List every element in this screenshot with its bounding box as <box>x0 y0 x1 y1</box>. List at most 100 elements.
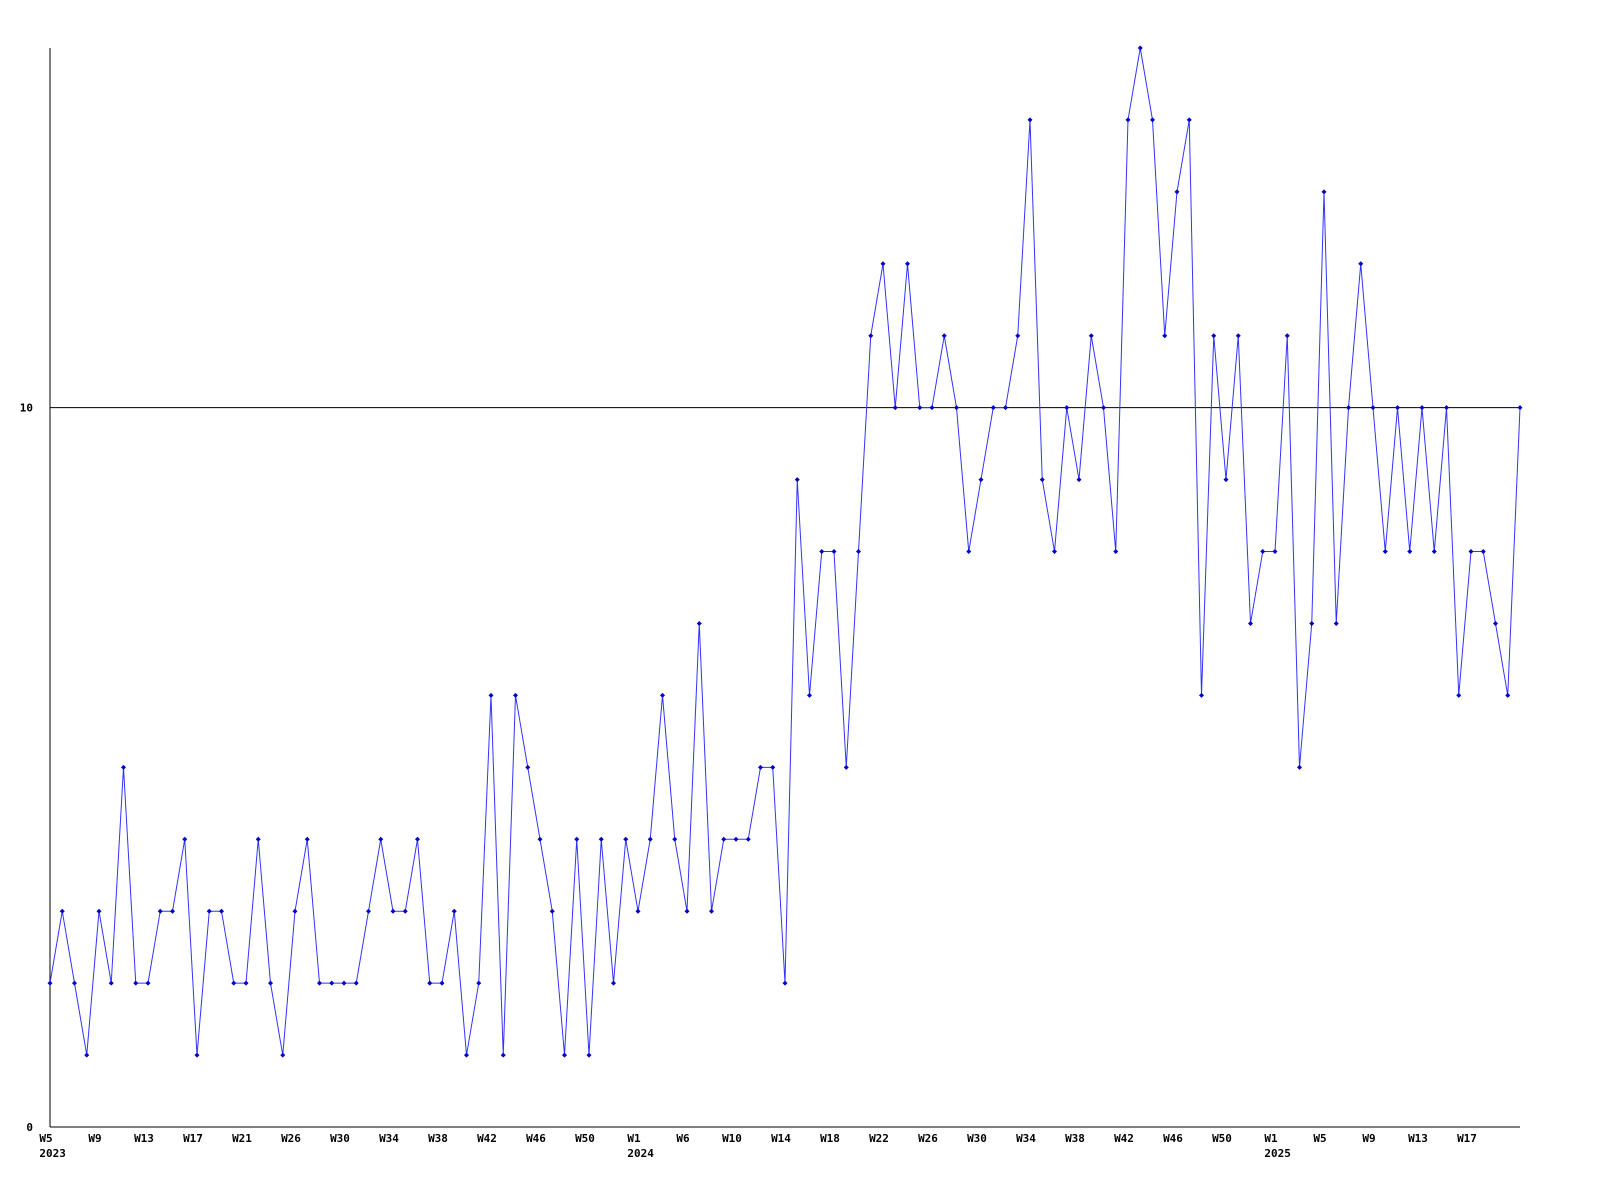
data-point <box>1113 549 1119 555</box>
x-tick-label: W5 2023 <box>39 1132 66 1160</box>
x-tick-label: W50 <box>575 1132 595 1145</box>
data-point <box>341 980 347 986</box>
x-tick-label: W26 <box>281 1132 301 1145</box>
data-point <box>1174 189 1180 195</box>
data-point <box>366 908 371 914</box>
data-point <box>1003 405 1008 411</box>
data-point <box>1382 549 1388 555</box>
data-point <box>905 261 910 267</box>
data-point <box>329 980 335 986</box>
data-point <box>304 836 310 842</box>
data-point <box>1284 333 1290 339</box>
data-point <box>1505 692 1511 698</box>
data-point <box>647 836 653 842</box>
data-point <box>415 836 420 842</box>
data-point <box>1309 620 1315 626</box>
data-point <box>280 1052 286 1058</box>
data-point <box>390 908 396 914</box>
data-point <box>1052 549 1057 555</box>
data-point <box>1186 117 1192 123</box>
data-point <box>1456 692 1462 698</box>
data-point <box>586 1052 592 1058</box>
data-point <box>108 980 114 986</box>
data-point <box>1407 549 1413 555</box>
data-point <box>794 477 800 483</box>
x-tick-label: W9 <box>88 1132 101 1145</box>
data-point <box>439 980 445 986</box>
data-point <box>427 980 433 986</box>
data-point <box>1027 117 1033 123</box>
data-point <box>721 836 727 842</box>
data-point <box>206 908 212 914</box>
data-point <box>562 1052 567 1058</box>
x-tick-label: W17 <box>1457 1132 1477 1145</box>
data-point <box>1419 405 1425 411</box>
x-tick-label: W18 <box>820 1132 840 1145</box>
data-point <box>1346 405 1351 411</box>
data-point <box>1064 405 1070 411</box>
x-tick-label: W14 <box>771 1132 791 1145</box>
data-point <box>451 908 457 914</box>
data-point <box>1468 549 1474 555</box>
data-point <box>684 908 690 914</box>
data-point <box>1297 764 1302 770</box>
data-point <box>47 980 53 986</box>
x-tick-label: W46 <box>1163 1132 1183 1145</box>
data-point <box>1358 261 1364 267</box>
data-point <box>121 764 126 770</box>
data-point <box>733 836 739 842</box>
data-point <box>500 1052 506 1058</box>
x-tick-label: W26 <box>918 1132 938 1145</box>
data-point <box>1162 333 1168 339</box>
data-point <box>990 405 996 411</box>
data-point <box>696 620 702 626</box>
data-point <box>635 908 641 914</box>
data-point <box>317 980 322 986</box>
data-point <box>182 836 188 842</box>
data-point <box>537 836 543 842</box>
data-point <box>1150 117 1155 123</box>
x-tick-label: W42 <box>477 1132 497 1145</box>
x-tick-label: W22 <box>869 1132 889 1145</box>
x-tick-label: W46 <box>526 1132 546 1145</box>
data-point <box>1395 405 1400 411</box>
data-line <box>49 47 1521 1056</box>
data-point <box>243 980 249 986</box>
data-point <box>807 692 812 698</box>
data-point <box>1480 549 1486 555</box>
data-point <box>1272 549 1278 555</box>
data-point <box>978 477 984 483</box>
data-point <box>660 692 665 698</box>
data-point <box>476 980 482 986</box>
data-point <box>1370 405 1376 411</box>
x-tick-label: W21 <box>232 1132 252 1145</box>
data-point <box>84 1052 90 1058</box>
data-point <box>1321 189 1327 195</box>
x-tick-label: W30 <box>330 1132 350 1145</box>
data-point <box>255 836 261 842</box>
data-point <box>1517 405 1523 411</box>
x-tick-label: W5 <box>1313 1132 1326 1145</box>
data-point <box>231 980 237 986</box>
data-point <box>72 980 77 986</box>
x-tick-label: W13 <box>134 1132 154 1145</box>
data-point <box>672 836 678 842</box>
x-tick-label: W30 <box>967 1132 987 1145</box>
x-tick-label: W50 <box>1212 1132 1232 1145</box>
x-tick-label: W9 <box>1362 1132 1375 1145</box>
data-point <box>770 764 776 770</box>
data-point <box>745 836 751 842</box>
data-point <box>1101 405 1106 411</box>
x-tick-label: W34 <box>379 1132 399 1145</box>
data-point <box>549 908 555 914</box>
data-point <box>96 908 102 914</box>
data-point <box>353 980 359 986</box>
data-point <box>513 692 518 698</box>
data-point <box>819 549 825 555</box>
data-point <box>1260 549 1266 555</box>
x-tick-label: W42 <box>1114 1132 1134 1145</box>
y-tick-label: 0 <box>26 1121 33 1134</box>
data-point <box>378 836 384 842</box>
data-point <box>574 836 580 842</box>
